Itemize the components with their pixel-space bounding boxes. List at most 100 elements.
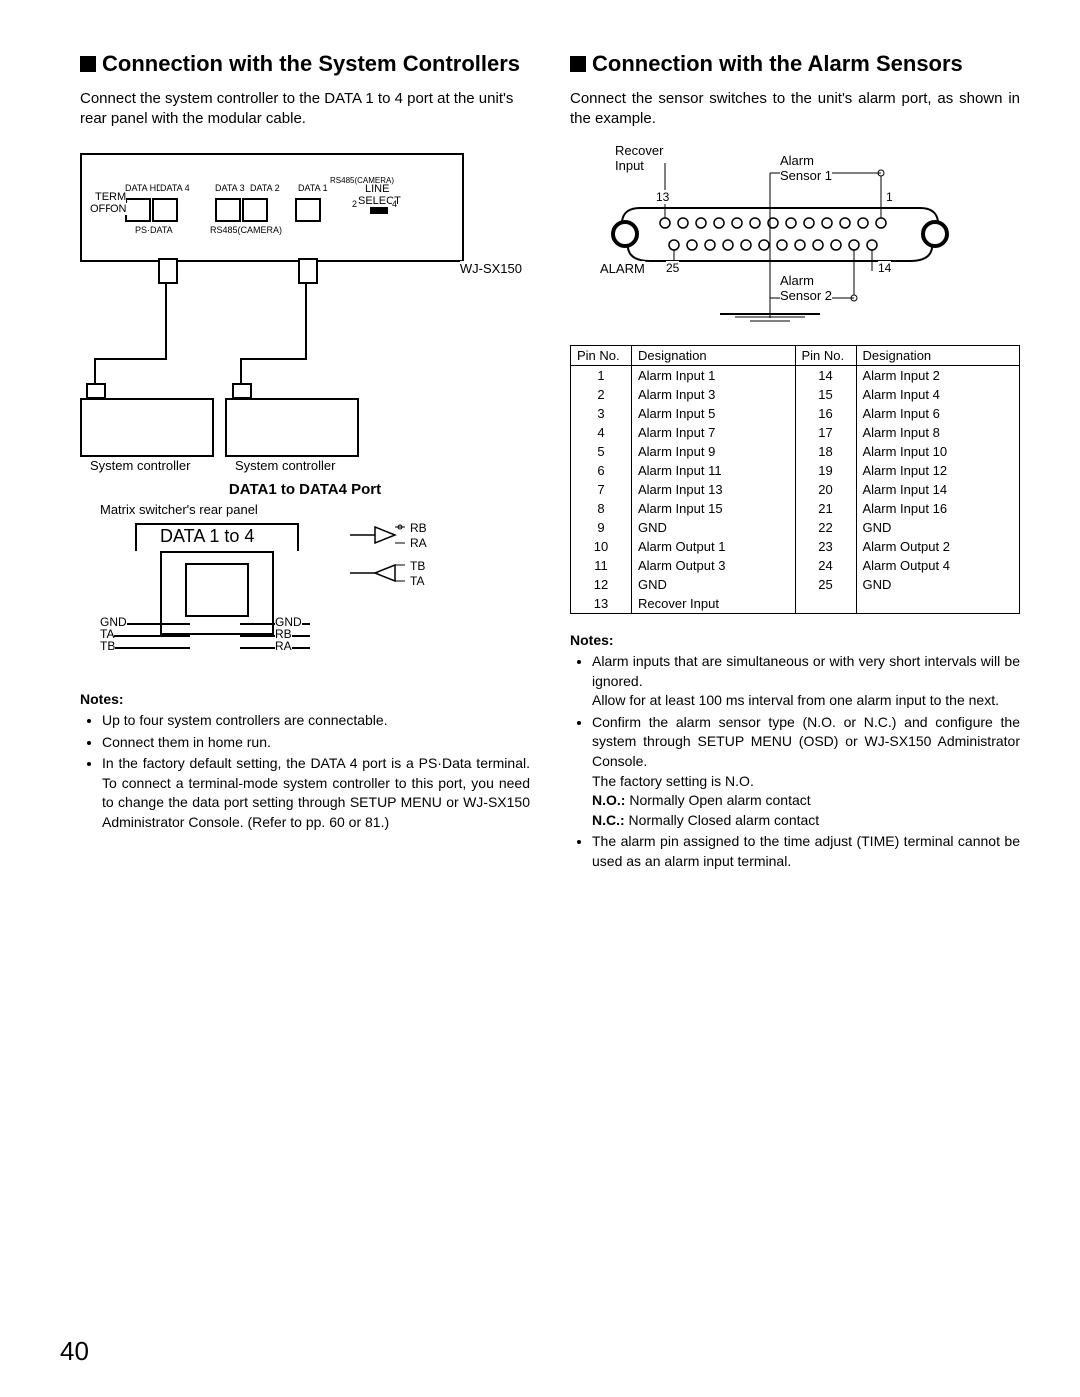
pin-cell: 16 xyxy=(795,404,856,423)
port-subtitle: Matrix switcher's rear panel xyxy=(100,502,530,517)
pin-cell: Alarm Input 16 xyxy=(856,499,1020,518)
alarm-label: ALARM xyxy=(600,261,645,276)
diag-label: DATA 2 xyxy=(250,183,280,193)
left-intro: Connect the system controller to the DAT… xyxy=(80,89,530,130)
pin-cell: 5 xyxy=(571,442,632,461)
pin-cell: Alarm Input 4 xyxy=(856,385,1020,404)
arrow-pin: TB xyxy=(410,559,425,573)
pin-label: RA xyxy=(275,639,292,653)
pin-cell: GND xyxy=(632,575,796,594)
pin-cell: Recover Input xyxy=(632,594,796,614)
controller-label: System controller xyxy=(235,458,335,473)
note-item: Connect them in home run. xyxy=(102,733,530,753)
port-title: DATA1 to DATA4 Port xyxy=(80,481,530,498)
pin-cell: 20 xyxy=(795,480,856,499)
alarm-connector-diagram: Recover Input Alarm Sensor 1 Alarm Senso… xyxy=(570,143,1020,333)
pin-cell: Alarm Input 9 xyxy=(632,442,796,461)
pin-cell: 18 xyxy=(795,442,856,461)
pin-cell: Alarm Output 1 xyxy=(632,537,796,556)
right-column: Connection with the Alarm Sensors Connec… xyxy=(570,50,1020,1287)
note-item: Up to four system controllers are connec… xyxy=(102,711,530,731)
pin-cell: GND xyxy=(856,518,1020,537)
pin-cell: 1 xyxy=(571,366,632,386)
pin-cell: 19 xyxy=(795,461,856,480)
pin-cell: Alarm Input 12 xyxy=(856,461,1020,480)
pin-cell: Alarm Input 3 xyxy=(632,385,796,404)
sensor2-label: Alarm Sensor 2 xyxy=(780,273,832,303)
pin-cell: 21 xyxy=(795,499,856,518)
pin-cell: Alarm Input 7 xyxy=(632,423,796,442)
right-intro: Connect the sensor switches to the unit'… xyxy=(570,89,1020,130)
pin-cell: Alarm Input 15 xyxy=(632,499,796,518)
pin-cell: 15 xyxy=(795,385,856,404)
pin-cell: 22 xyxy=(795,518,856,537)
pin-cell: 25 xyxy=(795,575,856,594)
pin-cell: Alarm Input 8 xyxy=(856,423,1020,442)
diag-4: 4 xyxy=(392,199,397,209)
pin-cell: 4 xyxy=(571,423,632,442)
note-item: The alarm pin assigned to the time adjus… xyxy=(592,832,1020,871)
pin-th: Designation xyxy=(632,346,796,366)
diag-label: DATA 4 xyxy=(160,183,190,193)
note-item: Alarm inputs that are simultaneous or wi… xyxy=(592,652,1020,711)
right-notes-hdr: Notes: xyxy=(570,632,1020,648)
pin-th: Pin No. xyxy=(795,346,856,366)
unit-label: WJ-SX150 xyxy=(460,261,522,276)
diag-term: TERM xyxy=(95,191,126,203)
left-heading: Connection with the System Controllers xyxy=(80,50,530,79)
left-notes-hdr: Notes: xyxy=(80,691,530,707)
diag-2: 2 xyxy=(352,199,357,209)
right-heading: Connection with the Alarm Sensors xyxy=(570,50,1020,79)
pin-cell: 13 xyxy=(571,594,632,614)
data-port-label: DATA 1 to 4 xyxy=(160,526,254,547)
pin-cell: 6 xyxy=(571,461,632,480)
pin-cell xyxy=(795,594,856,614)
arrow-pin: RA xyxy=(410,536,427,550)
square-icon xyxy=(80,56,96,72)
pin-cell: Alarm Output 2 xyxy=(856,537,1020,556)
pin25: 25 xyxy=(666,261,679,275)
pin-cell: 8 xyxy=(571,499,632,518)
diag-on: ON xyxy=(110,203,127,215)
pin-cell: 17 xyxy=(795,423,856,442)
controller-label: System controller xyxy=(90,458,190,473)
pin-label: TB xyxy=(100,639,115,653)
right-notes-list: Alarm inputs that are simultaneous or wi… xyxy=(570,652,1020,872)
pin14: 14 xyxy=(878,261,891,275)
pin-cell: Alarm Input 13 xyxy=(632,480,796,499)
arrow-pin: TA xyxy=(410,574,424,588)
pin-cell: Alarm Input 11 xyxy=(632,461,796,480)
page-number: 40 xyxy=(60,1336,89,1367)
pin-cell: Alarm Input 2 xyxy=(856,366,1020,386)
pin-cell: 11 xyxy=(571,556,632,575)
diag-label: DATA 3 xyxy=(215,183,245,193)
pin-cell: Alarm Input 1 xyxy=(632,366,796,386)
note-item: In the factory default setting, the DATA… xyxy=(102,754,530,832)
pin-cell: Alarm Output 3 xyxy=(632,556,796,575)
pin-cell: 10 xyxy=(571,537,632,556)
arrow-pin: RB xyxy=(410,521,427,535)
left-heading-text: Connection with the System Controllers xyxy=(102,51,520,76)
pin-table: Pin No. Designation Pin No. Designation … xyxy=(570,345,1020,614)
diag-off: OFF xyxy=(90,203,112,215)
diag-label: DATA 1 xyxy=(298,183,328,193)
pin-cell: Alarm Input 5 xyxy=(632,404,796,423)
diag-line: LINE xyxy=(365,183,389,195)
pin-cell: GND xyxy=(856,575,1020,594)
pin-cell: Alarm Input 10 xyxy=(856,442,1020,461)
pin1: 1 xyxy=(886,190,893,204)
pin-cell: 3 xyxy=(571,404,632,423)
pin-cell: 9 xyxy=(571,518,632,537)
pin-th: Designation xyxy=(856,346,1020,366)
pin-cell: Alarm Input 14 xyxy=(856,480,1020,499)
pin-cell: GND xyxy=(632,518,796,537)
pin13: 13 xyxy=(656,190,669,204)
pin-cell: 24 xyxy=(795,556,856,575)
diag-rs485: RS485(CAMERA) xyxy=(210,225,282,235)
diag-psdata: PS·DATA xyxy=(135,225,173,235)
controller-diagram: DATA HDR DATA 4 DATA 3 DATA 2 DATA 1 RS4… xyxy=(80,143,530,473)
left-notes-list: Up to four system controllers are connec… xyxy=(80,711,530,833)
recover-label: Recover xyxy=(615,143,663,158)
pin-cell: 23 xyxy=(795,537,856,556)
pin-cell: 7 xyxy=(571,480,632,499)
